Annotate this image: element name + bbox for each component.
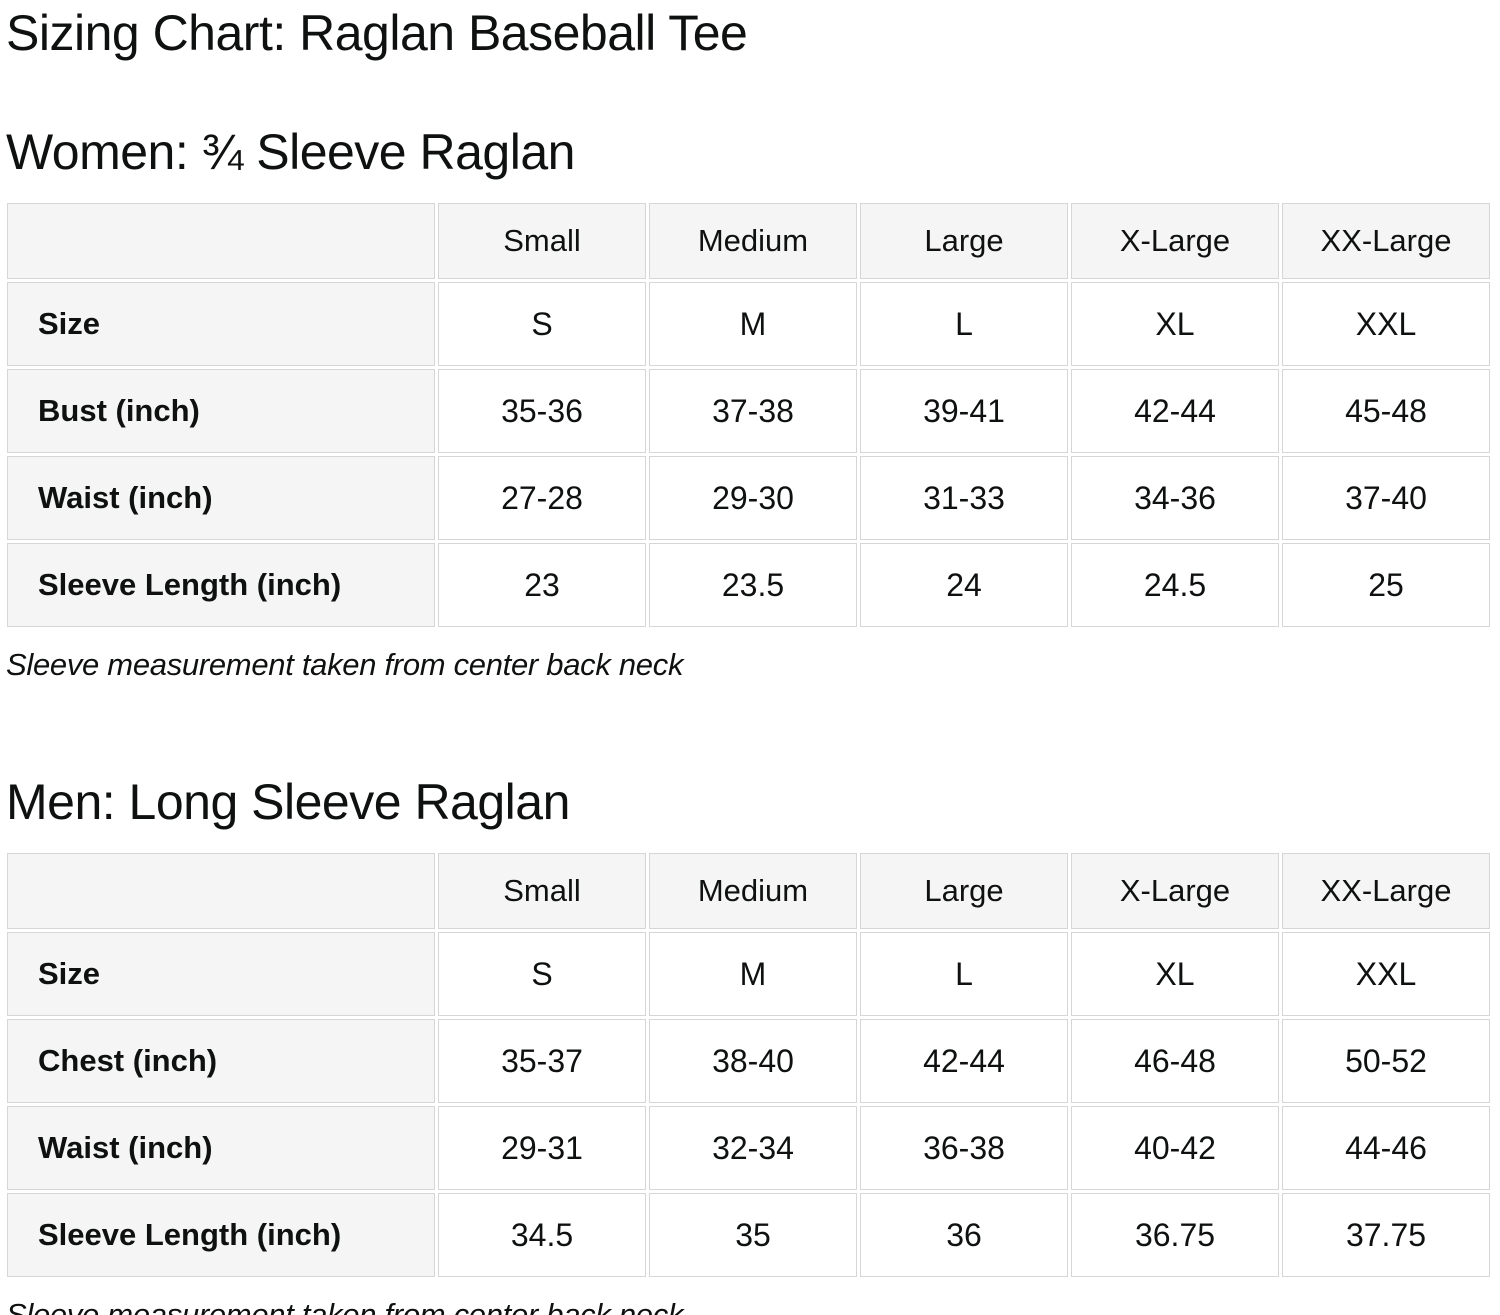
- table-row: Size S M L XL XXL: [7, 282, 1490, 366]
- table-row: Size S M L XL XXL: [7, 932, 1490, 1017]
- row-label: Size: [7, 282, 435, 366]
- men-sleeve-note: Sleeve measurement taken from center bac…: [6, 1297, 684, 1315]
- value-cell: 34.5: [438, 1193, 646, 1278]
- women-size-table: Small Medium Large X-Large XX-Large Size S M L XL…: [4, 200, 1493, 630]
- value-cell: XXL: [1282, 282, 1490, 366]
- value-cell: 27-28: [438, 456, 646, 540]
- value-cell: 31-33: [860, 456, 1068, 540]
- row-label: Waist (inch): [7, 1106, 435, 1191]
- row-label: Bust (inch): [7, 369, 435, 453]
- value-cell: 36.75: [1071, 1193, 1279, 1278]
- value-cell: 36-38: [860, 1106, 1068, 1191]
- row-label: Waist (inch): [7, 456, 435, 540]
- value-cell: XXL: [1282, 932, 1490, 1017]
- value-cell: 35-36: [438, 369, 646, 453]
- value-cell: 39-41: [860, 369, 1068, 453]
- value-cell: 45-48: [1282, 369, 1490, 453]
- value-cell: XL: [1071, 282, 1279, 366]
- table-row: Chest (inch) 35-37 38-40 42-44 46-48 50-52: [7, 1019, 1490, 1104]
- column-header: Medium: [649, 203, 857, 279]
- value-cell: 23.5: [649, 543, 857, 627]
- women-section: Women: ¾ Sleeve Raglan Small Medium Large X…: [4, 124, 1490, 683]
- value-cell: 40-42: [1071, 1106, 1279, 1191]
- column-header: Small: [438, 853, 646, 930]
- row-label: Sleeve Length (inch): [7, 543, 435, 627]
- value-cell: 44-46: [1282, 1106, 1490, 1191]
- value-cell: L: [860, 932, 1068, 1017]
- value-cell: 35-37: [438, 1019, 646, 1104]
- value-cell: 37-40: [1282, 456, 1490, 540]
- value-cell: M: [649, 932, 857, 1017]
- value-cell: 46-48: [1071, 1019, 1279, 1104]
- column-header: X-Large: [1071, 203, 1279, 279]
- column-header-row: Small Medium Large X-Large XX-Large: [7, 853, 1490, 930]
- column-header: Large: [860, 853, 1068, 930]
- value-cell: M: [649, 282, 857, 366]
- table-row: Bust (inch) 35-36 37-38 39-41 42-44 45-48: [7, 369, 1490, 453]
- row-label: Chest (inch): [7, 1019, 435, 1104]
- column-header: XX-Large: [1282, 853, 1490, 930]
- value-cell: 36: [860, 1193, 1068, 1278]
- table-row: Waist (inch) 29-31 32-34 36-38 40-42 44-46: [7, 1106, 1490, 1191]
- value-cell: S: [438, 932, 646, 1017]
- value-cell: 50-52: [1282, 1019, 1490, 1104]
- value-cell: 37-38: [649, 369, 857, 453]
- men-size-table: Small Medium Large X-Large XX-Large Size S M L XL…: [4, 850, 1493, 1280]
- men-section: Men: Long Sleeve Raglan Small Medium Large…: [4, 774, 1490, 1315]
- value-cell: S: [438, 282, 646, 366]
- value-cell: 25: [1282, 543, 1490, 627]
- value-cell: 29-31: [438, 1106, 646, 1191]
- column-header: Small: [438, 203, 646, 279]
- column-header: XX-Large: [1282, 203, 1490, 279]
- value-cell: 29-30: [649, 456, 857, 540]
- value-cell: 24.5: [1071, 543, 1279, 627]
- value-cell: 34-36: [1071, 456, 1279, 540]
- value-cell: 23: [438, 543, 646, 627]
- women-section-heading: Women: ¾ Sleeve Raglan: [6, 124, 575, 180]
- page-title: Sizing Chart: Raglan Baseball Tee: [6, 5, 748, 61]
- value-cell: XL: [1071, 932, 1279, 1017]
- value-cell: 37.75: [1282, 1193, 1490, 1278]
- row-label: Size: [7, 932, 435, 1017]
- table-row: Sleeve Length (inch) 34.5 35 36 36.75 37.75: [7, 1193, 1490, 1278]
- column-header: X-Large: [1071, 853, 1279, 930]
- women-sleeve-note: Sleeve measurement taken from center bac…: [6, 647, 684, 682]
- value-cell: 35: [649, 1193, 857, 1278]
- men-section-heading: Men: Long Sleeve Raglan: [6, 774, 570, 831]
- value-cell: L: [860, 282, 1068, 366]
- corner-cell: [7, 203, 435, 279]
- column-header-row: Small Medium Large X-Large XX-Large: [7, 203, 1490, 279]
- column-header: Medium: [649, 853, 857, 930]
- value-cell: 38-40: [649, 1019, 857, 1104]
- row-label: Sleeve Length (inch): [7, 1193, 435, 1278]
- value-cell: 24: [860, 543, 1068, 627]
- value-cell: 42-44: [1071, 369, 1279, 453]
- table-row: Sleeve Length (inch) 23 23.5 24 24.5 25: [7, 543, 1490, 627]
- corner-cell: [7, 853, 435, 930]
- table-row: Waist (inch) 27-28 29-30 31-33 34-36 37-40: [7, 456, 1490, 540]
- value-cell: 32-34: [649, 1106, 857, 1191]
- column-header: Large: [860, 203, 1068, 279]
- value-cell: 42-44: [860, 1019, 1068, 1104]
